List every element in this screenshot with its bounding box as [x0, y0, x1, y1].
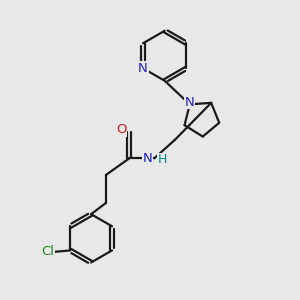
Text: N: N	[138, 62, 148, 75]
Text: N: N	[143, 152, 153, 165]
Text: N: N	[185, 95, 195, 109]
Text: Cl: Cl	[42, 245, 55, 258]
Text: H: H	[158, 153, 167, 166]
Text: O: O	[116, 124, 126, 136]
